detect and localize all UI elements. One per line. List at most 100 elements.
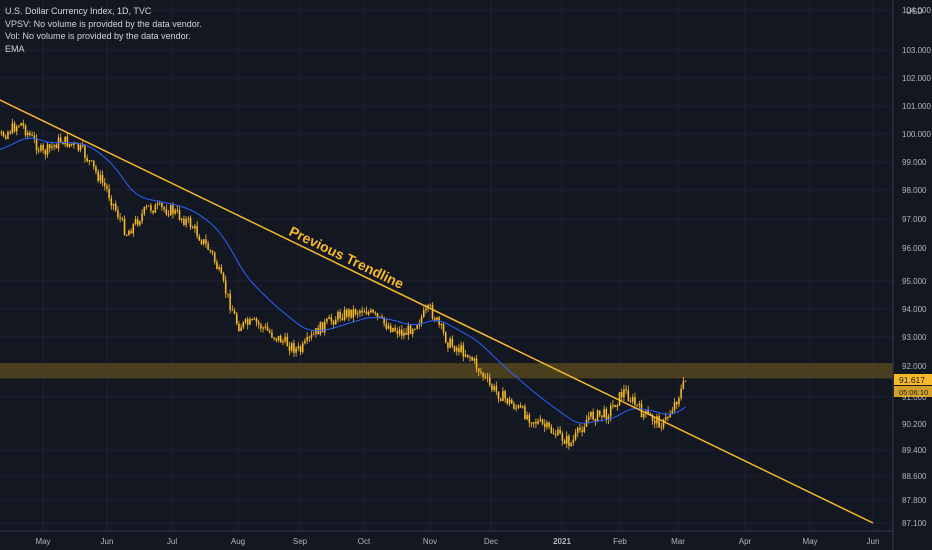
candle-body xyxy=(442,323,445,333)
time-tick-label: Aug xyxy=(231,537,245,546)
candle-body xyxy=(213,252,216,262)
candle-body xyxy=(229,293,231,310)
candle-body xyxy=(653,420,656,424)
candle-body xyxy=(515,407,517,409)
candle-body xyxy=(537,421,539,424)
candle-body xyxy=(651,415,654,421)
candle-body xyxy=(180,218,183,220)
candle-body xyxy=(139,221,141,225)
candle-body xyxy=(398,329,401,334)
candle-body xyxy=(222,273,225,281)
legend-ema[interactable]: EMA xyxy=(5,43,25,54)
candle-body xyxy=(328,317,330,319)
candle-body xyxy=(601,415,603,418)
candle-body xyxy=(339,311,341,318)
candle-body xyxy=(143,207,146,214)
candle-body xyxy=(612,404,614,406)
candle-body xyxy=(493,386,495,390)
candle-body xyxy=(546,422,548,428)
candle-body xyxy=(262,327,264,329)
candle-body xyxy=(541,419,544,424)
candle-body xyxy=(609,405,612,417)
price-tick-label: 88.600 xyxy=(902,472,927,481)
candle-body xyxy=(130,230,132,234)
candle-body xyxy=(97,171,99,181)
candle-body xyxy=(233,310,236,314)
candle-body xyxy=(682,381,685,389)
time-tick-label: Mar xyxy=(671,537,685,546)
candle-body xyxy=(218,267,220,269)
candle-body xyxy=(321,322,324,333)
candle-body xyxy=(326,318,328,322)
candle-body xyxy=(29,132,31,136)
candle-body xyxy=(403,332,405,336)
candle-body xyxy=(381,316,383,318)
time-tick-label: May xyxy=(802,537,817,546)
candle-body xyxy=(125,234,128,236)
candle-body xyxy=(282,341,284,343)
candle-body xyxy=(330,317,333,322)
candle-body xyxy=(7,131,9,139)
candle-body xyxy=(42,145,44,151)
candle-body xyxy=(337,311,339,320)
time-tick-label: Feb xyxy=(613,537,627,546)
candle-body xyxy=(440,323,443,325)
price-axis[interactable]: 104.000 103.000 102.000 101.000 100.000 99.00… xyxy=(902,6,931,528)
candle-body xyxy=(134,219,137,224)
candle-body xyxy=(84,145,86,158)
candle-body xyxy=(101,174,104,183)
candle-body xyxy=(224,280,227,294)
time-tick-label: Apr xyxy=(739,537,752,546)
candle-body xyxy=(642,413,645,418)
legend-symbol[interactable]: U.S. Dollar Currency Index, 1D, TVC xyxy=(5,6,152,16)
candle-body xyxy=(482,372,484,377)
candle-body xyxy=(675,402,678,405)
currency-label: USD xyxy=(906,7,923,16)
trendline[interactable] xyxy=(0,75,874,524)
candle-body xyxy=(455,347,458,352)
candle-body xyxy=(508,399,511,404)
candle-body xyxy=(389,325,392,332)
candle-body xyxy=(202,239,205,244)
candle-body xyxy=(295,348,297,353)
candle-body xyxy=(81,145,84,147)
candle-body xyxy=(99,174,102,181)
candle-body xyxy=(568,435,570,446)
candle-body xyxy=(13,123,16,132)
candle-body xyxy=(77,143,80,151)
candle-body xyxy=(513,403,515,409)
candle-body xyxy=(345,309,348,317)
candle-body xyxy=(334,319,337,325)
candle-body xyxy=(385,323,388,329)
candle-body xyxy=(678,398,680,405)
candle-body xyxy=(559,429,561,434)
candle-body xyxy=(198,236,201,241)
candle-body xyxy=(491,384,493,390)
candle-body xyxy=(629,401,632,403)
candle-body xyxy=(264,326,267,328)
candle-body xyxy=(299,346,302,352)
time-axis[interactable]: May Jun Jul Aug Sep Oct Nov Dec 2021 Feb Mar Apr May… xyxy=(35,537,879,546)
candle-body xyxy=(53,144,55,147)
candle-body xyxy=(11,123,14,134)
time-tick-label: Oct xyxy=(358,537,371,546)
candle-body xyxy=(667,417,669,419)
price-tick-label: 94.000 xyxy=(902,305,927,314)
candle-body xyxy=(121,218,124,220)
candle-body xyxy=(460,345,462,353)
candle-body xyxy=(277,335,280,341)
candle-body xyxy=(416,325,418,329)
candle-body xyxy=(0,132,3,134)
legend-vpsv[interactable]: VPSV: No volume is provided by the data … xyxy=(5,18,202,29)
time-tick-label: 2021 xyxy=(553,537,571,546)
candle-body xyxy=(431,305,434,319)
candle-body xyxy=(414,328,416,330)
price-tick-label: 87.100 xyxy=(902,519,927,528)
candle-body xyxy=(68,143,71,147)
candle-body xyxy=(90,160,93,162)
legend-vol[interactable]: Vol: No volume is provided by the data v… xyxy=(5,31,191,41)
candle-body xyxy=(31,135,33,137)
countdown-box xyxy=(894,386,932,397)
candle-body xyxy=(86,157,88,162)
